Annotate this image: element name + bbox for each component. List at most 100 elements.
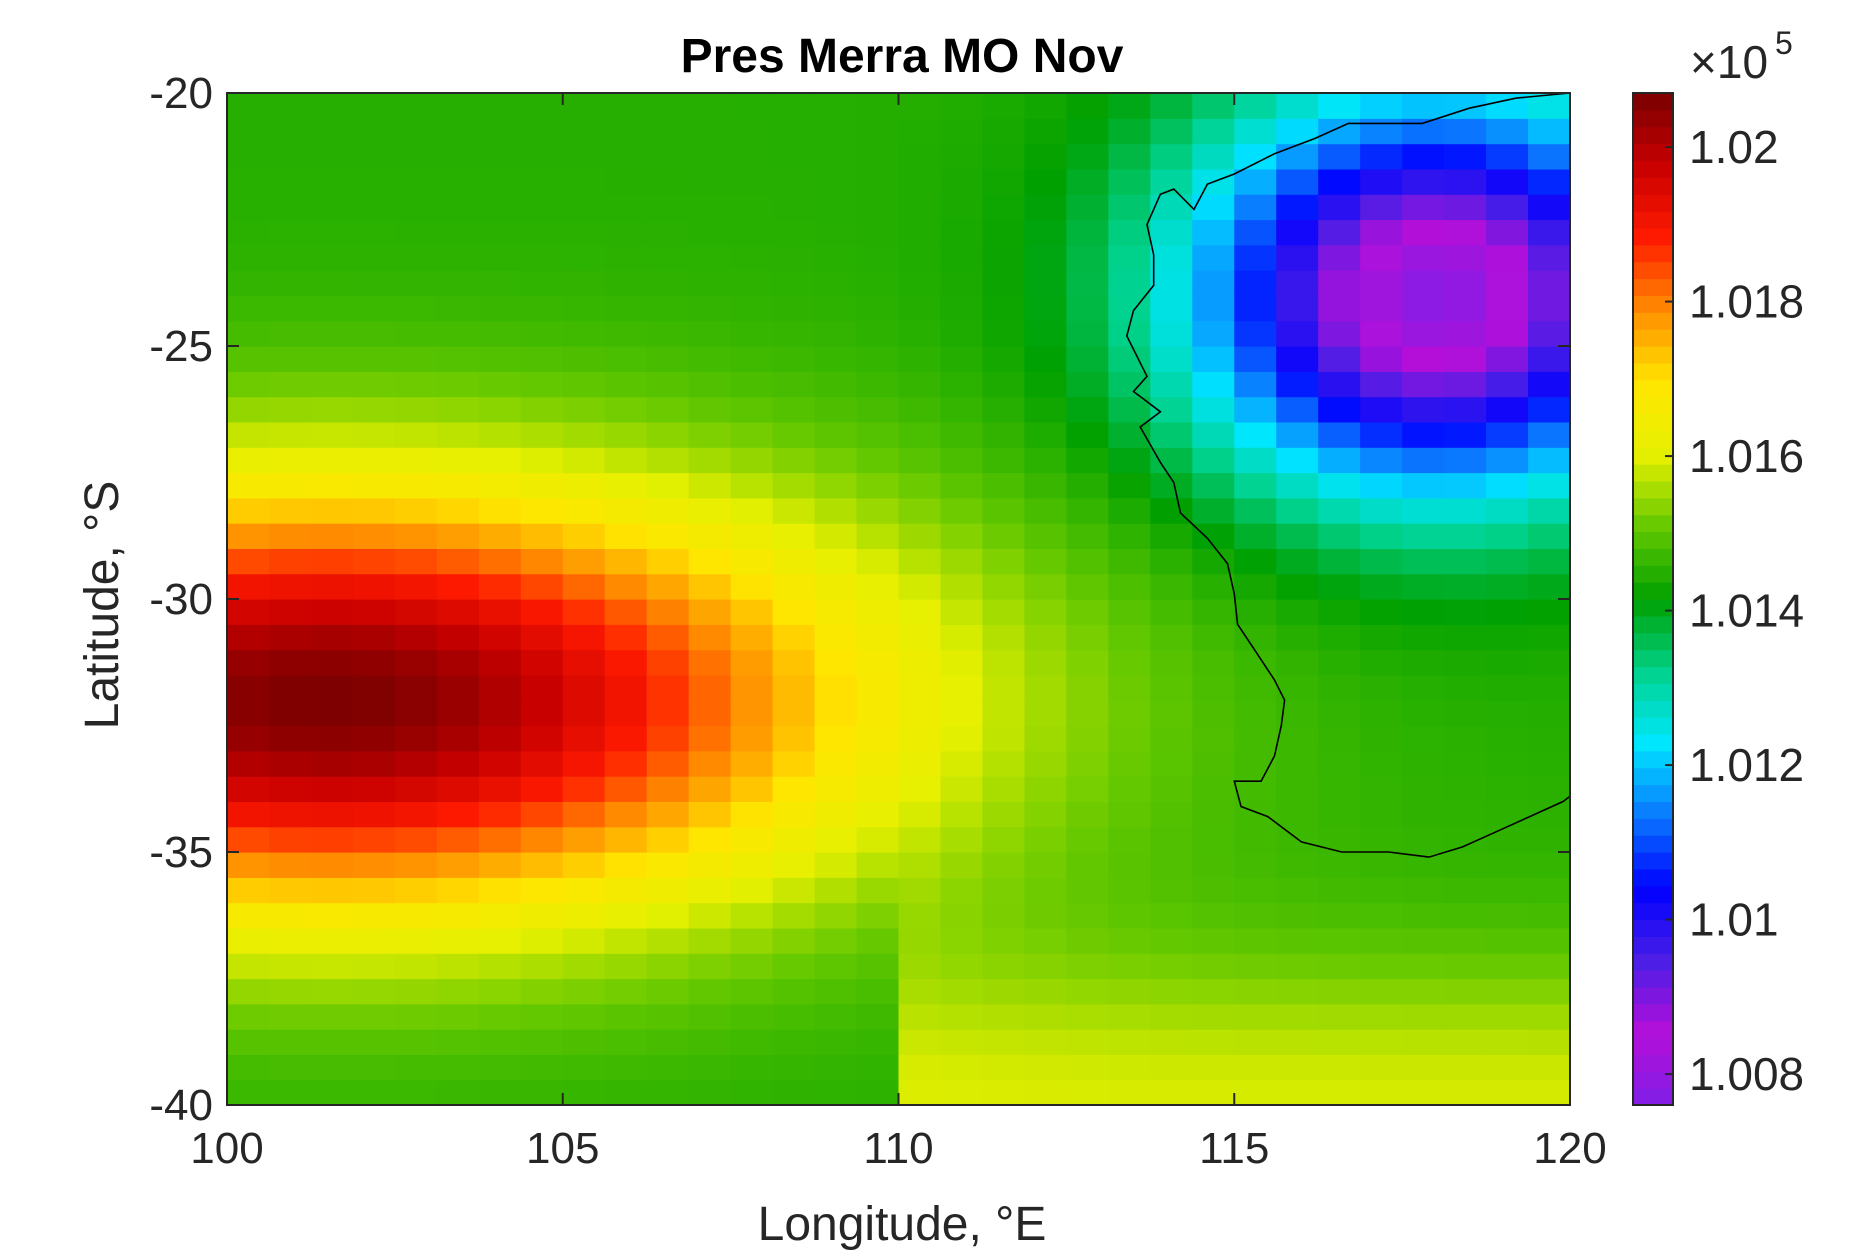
- heatmap-cell: [1108, 270, 1151, 296]
- heatmap-cell: [1444, 421, 1487, 448]
- heatmap-cell: [1066, 649, 1109, 676]
- heatmap-cell: [1402, 118, 1445, 145]
- heatmap-cell: [1360, 371, 1403, 398]
- heatmap-cell: [730, 826, 774, 853]
- heatmap-cell: [1150, 776, 1193, 802]
- heatmap-cell: [646, 346, 690, 372]
- heatmap-cell: [1276, 953, 1319, 980]
- heatmap-cell: [1360, 599, 1403, 625]
- heatmap-cell: [646, 523, 690, 549]
- heatmap-cell: [940, 927, 984, 954]
- heatmap-cell: [310, 346, 354, 372]
- colorbar-segment: [1633, 295, 1673, 313]
- heatmap-cell: [1276, 143, 1319, 170]
- heatmap-cell: [688, 396, 732, 423]
- heatmap-cell: [1108, 447, 1151, 474]
- heatmap-cell: [478, 801, 522, 828]
- heatmap-cell: [730, 852, 774, 878]
- heatmap-cell: [227, 826, 270, 853]
- heatmap-cell: [394, 548, 438, 575]
- heatmap-cell: [772, 371, 816, 398]
- heatmap-cell: [730, 371, 774, 398]
- heatmap-cell: [1528, 447, 1571, 474]
- heatmap-cell: [268, 1003, 312, 1030]
- heatmap-cell: [856, 852, 900, 878]
- heatmap-cell: [436, 953, 480, 980]
- heatmap-cell: [1024, 826, 1067, 853]
- heatmap-cell: [1360, 143, 1403, 170]
- heatmap-cell: [1234, 168, 1277, 195]
- heatmap-cell: [394, 700, 438, 727]
- heatmap-cell: [478, 902, 522, 929]
- heatmap-cell: [478, 194, 522, 221]
- heatmap-cell: [1108, 523, 1151, 549]
- heatmap-cell: [1066, 725, 1109, 752]
- heatmap-cell: [268, 371, 312, 398]
- heatmap-cell: [1024, 396, 1067, 423]
- heatmap-cell: [688, 523, 732, 549]
- heatmap-cell: [394, 852, 438, 878]
- heatmap-cell: [1528, 902, 1571, 929]
- heatmap-cell: [1150, 371, 1193, 398]
- heatmap-cell: [352, 776, 396, 802]
- heatmap-cell: [982, 143, 1026, 170]
- heatmap-cell: [1528, 396, 1571, 423]
- y-axis-label: Latitude, °S: [76, 481, 129, 730]
- heatmap-cell: [646, 1029, 690, 1055]
- heatmap-cell: [1108, 852, 1151, 878]
- heatmap-cell: [688, 776, 732, 802]
- heatmap-cell: [814, 624, 858, 651]
- heatmap-cell: [898, 194, 942, 221]
- heatmap-cell: [1024, 750, 1067, 777]
- heatmap-cell: [1066, 1054, 1109, 1081]
- heatmap-cell: [814, 396, 858, 423]
- heatmap-cell: [1402, 776, 1445, 802]
- heatmap-cell: [352, 346, 396, 372]
- heatmap-cell: [520, 219, 564, 246]
- heatmap-cell: [814, 573, 858, 600]
- heatmap-cell: [520, 674, 564, 701]
- heatmap-cell: [1360, 396, 1403, 423]
- heatmap-cell: [352, 270, 396, 296]
- heatmap-cell: [772, 143, 816, 170]
- colorbar-segment: [1633, 565, 1673, 583]
- heatmap-cell: [1318, 674, 1361, 701]
- heatmap-cell: [394, 877, 438, 904]
- heatmap-cell: [1444, 1054, 1487, 1081]
- heatmap-cell: [1066, 776, 1109, 802]
- heatmap-cell: [1276, 93, 1319, 119]
- heatmap-cell: [814, 852, 858, 878]
- heatmap-cell: [772, 1029, 816, 1055]
- colorbar-segment: [1633, 514, 1673, 533]
- heatmap-cell: [1276, 295, 1319, 322]
- heatmap-cell: [940, 649, 984, 676]
- heatmap-cell: [1276, 1079, 1319, 1106]
- heatmap-cell: [1066, 624, 1109, 651]
- heatmap-cell: [856, 902, 900, 929]
- heatmap-cell: [1234, 194, 1277, 221]
- heatmap-cell: [1444, 674, 1487, 701]
- heatmap-cell: [1066, 978, 1109, 1005]
- heatmap-cell: [1024, 953, 1067, 980]
- heatmap-cell: [1318, 371, 1361, 398]
- heatmap-cell: [1108, 750, 1151, 777]
- colorbar-segment: [1633, 126, 1673, 145]
- heatmap-cell: [268, 396, 312, 423]
- heatmap-cell: [982, 624, 1026, 651]
- heatmap-cell: [1360, 219, 1403, 246]
- heatmap-cell: [814, 143, 858, 170]
- heatmap-cell: [940, 700, 984, 727]
- heatmap-cell: [1528, 168, 1571, 195]
- heatmap-cell: [1486, 599, 1529, 625]
- heatmap-cell: [898, 421, 942, 448]
- heatmap-cell: [1192, 523, 1235, 549]
- heatmap-cell: [898, 396, 942, 423]
- heatmap-cell: [1150, 1079, 1193, 1106]
- heatmap-cell: [730, 118, 774, 145]
- heatmap-cell: [982, 447, 1026, 474]
- colorbar-segment: [1633, 801, 1673, 819]
- heatmap-cell: [1318, 295, 1361, 322]
- heatmap-cell: [1024, 573, 1067, 600]
- heatmap-cell: [1318, 826, 1361, 853]
- heatmap-cell: [604, 93, 648, 119]
